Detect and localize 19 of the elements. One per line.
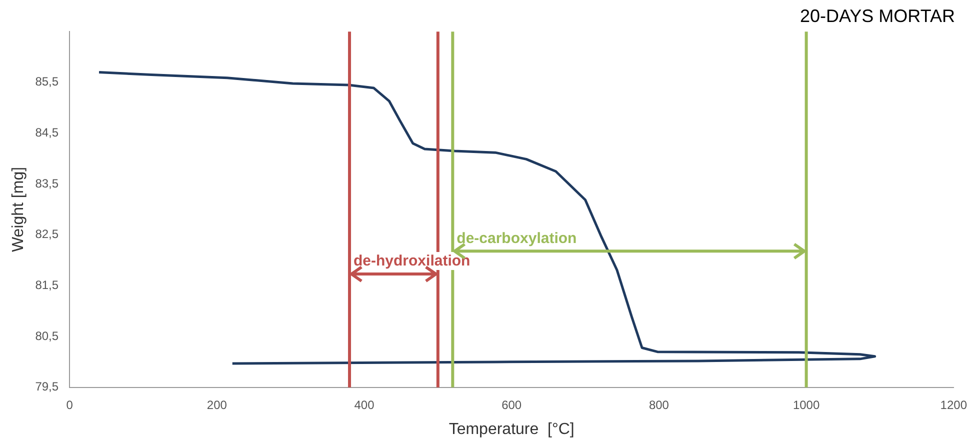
y-tick-label: 84,5 xyxy=(35,126,59,140)
y-tick-label: 83,5 xyxy=(35,176,59,190)
annotation: de-carboxylation xyxy=(456,230,577,247)
x-tick-label: 400 xyxy=(354,398,375,412)
y-tick-label: 80,5 xyxy=(35,328,59,343)
annotation: de-hydroxilation xyxy=(354,252,470,270)
y-tick-label: 79,5 xyxy=(35,380,59,394)
x-tick-label: 200 xyxy=(206,398,228,412)
chart-title: 20-DAYS MORTAR xyxy=(800,6,955,26)
y-tick-label: 82,5 xyxy=(35,227,59,242)
x-tick-label: 800 xyxy=(648,398,670,412)
y-axis-title: Weight [mg] xyxy=(10,166,28,252)
y-tick-label: 81,5 xyxy=(35,278,59,292)
x-tick-label: 1200 xyxy=(940,398,968,412)
x-tick-label: 0 xyxy=(66,398,74,412)
x-tick-label: 1000 xyxy=(792,398,820,412)
x-tick-label: 600 xyxy=(502,398,522,412)
y-tick-label: 85,5 xyxy=(35,74,59,89)
x-axis-title: Temperature [°C] xyxy=(448,420,574,438)
